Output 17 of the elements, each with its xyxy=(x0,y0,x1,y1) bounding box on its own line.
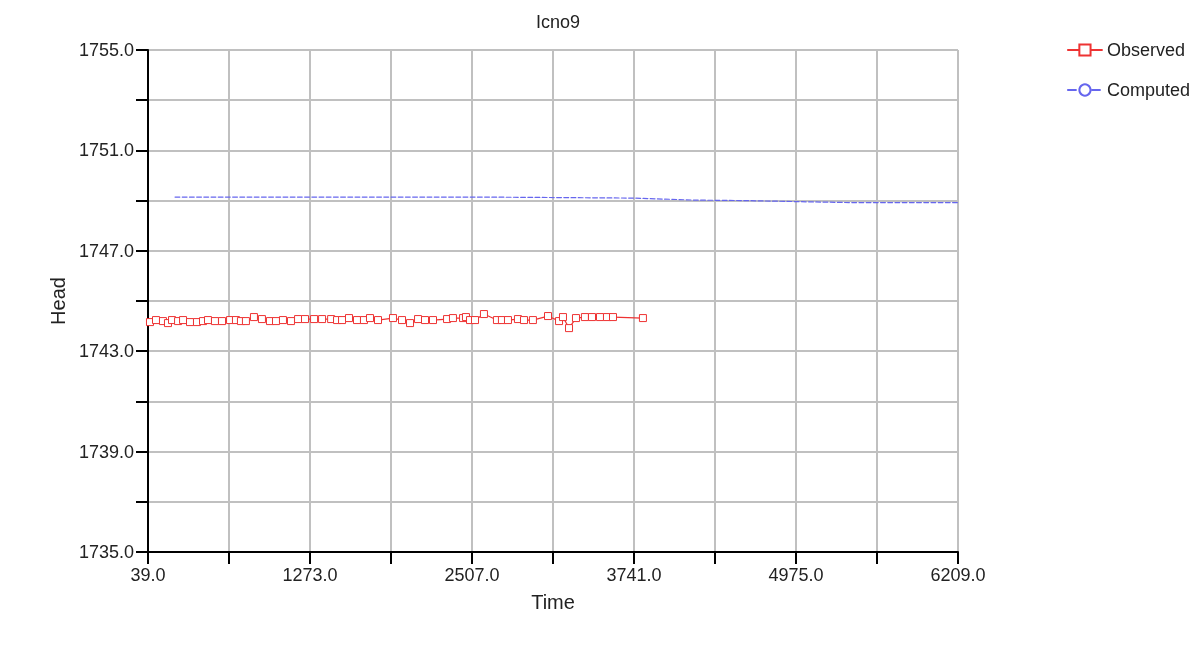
x-axis-title: Time xyxy=(531,591,575,613)
legend-label: Computed xyxy=(1106,80,1191,100)
x-tick-label: 39.0 xyxy=(130,565,166,585)
y-axis-title: Head xyxy=(47,277,70,325)
x-tick-label: 2507.0 xyxy=(444,565,500,585)
y-tick-label: 1735.0 xyxy=(78,542,134,562)
x-tick-label: 3741.0 xyxy=(606,565,662,585)
chart-title: Icno9 xyxy=(535,12,581,32)
y-tick-label: 1747.0 xyxy=(78,240,134,261)
y-tick-label: 1751.0 xyxy=(78,140,134,161)
x-tick-label: 6209.0 xyxy=(930,565,986,585)
x-tick-label: 4975.0 xyxy=(768,565,824,585)
legend-label: Observed xyxy=(1106,40,1185,60)
y-tick-label: 1755.0 xyxy=(78,40,134,60)
y-tick-label: 1743.0 xyxy=(78,341,134,362)
x-tick-label: 1273.0 xyxy=(282,565,338,585)
y-tick-label: 1739.0 xyxy=(78,441,134,462)
